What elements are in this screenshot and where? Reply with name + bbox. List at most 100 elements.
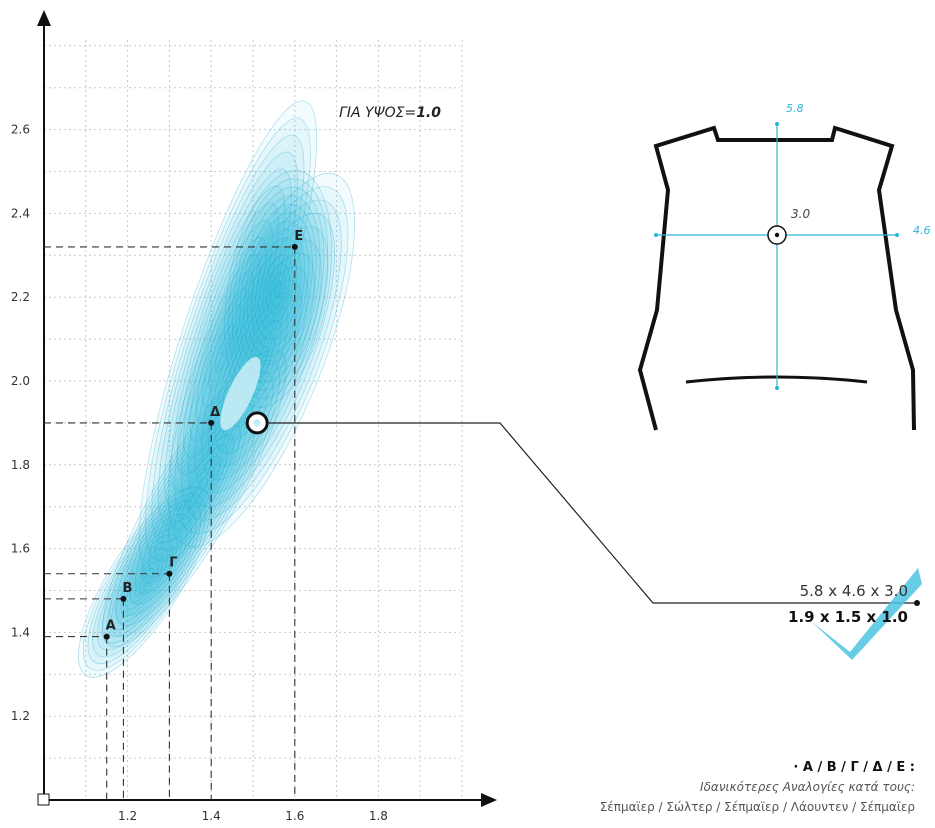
torso-axis-endpoint — [895, 233, 899, 237]
x-tick-label: 1.8 — [369, 809, 388, 823]
callout-raw-dimensions: 5.8 x 4.6 x 3.0 — [800, 582, 908, 600]
density-contour — [154, 434, 235, 563]
density-contour — [247, 220, 309, 357]
data-point — [291, 243, 298, 250]
density-contour — [174, 466, 215, 531]
grid-lines — [44, 40, 463, 800]
y-axis-arrow-icon — [37, 10, 51, 26]
callout-end-dot — [914, 600, 920, 606]
density-core — [220, 356, 261, 431]
density-contour — [125, 554, 164, 610]
density-contour — [108, 360, 281, 637]
density-contour — [231, 186, 325, 391]
highlight-marker — [245, 411, 269, 435]
density-contour — [106, 527, 183, 637]
density-contour — [157, 151, 299, 527]
x-tick-label: 1.4 — [202, 809, 221, 823]
density-contour — [164, 168, 292, 510]
density-contour — [82, 493, 206, 671]
density-contour — [151, 134, 305, 544]
density-contour — [228, 178, 329, 400]
density-contour — [167, 455, 222, 542]
y-tick-label: 2.2 — [11, 290, 30, 304]
point-guides — [44, 246, 296, 800]
highlight-dot — [253, 419, 261, 427]
density-contour — [170, 185, 286, 493]
density-contour — [221, 321, 235, 357]
density-contour — [134, 568, 155, 597]
tick-labels: 1.2 1.4 1.6 1.8 1.2 1.4 1.6 1.8 2.0 2.2 2.4 2.6 — [11, 123, 388, 823]
torso-axis-endpoint — [775, 386, 779, 390]
density-contour — [181, 199, 342, 521]
density-contour — [224, 169, 332, 408]
density-contour — [129, 561, 159, 603]
callout-ratio: 1.9 x 1.5 x 1.0 — [788, 608, 908, 626]
torso-axis-endpoint — [775, 122, 779, 126]
y-tick-label: 2.4 — [11, 206, 30, 220]
density-contour — [235, 195, 321, 383]
density-contour — [87, 500, 202, 665]
density-contour — [250, 229, 306, 349]
y-tick-label: 1.8 — [11, 458, 30, 472]
torso-center-dot — [774, 232, 780, 238]
data-point-label: Δ — [210, 405, 220, 420]
x-axis-arrow-icon — [481, 793, 497, 807]
density-contour — [273, 280, 283, 298]
y-tick-label: 2.6 — [11, 123, 30, 137]
density-contour — [174, 186, 349, 534]
torso-outline — [637, 125, 916, 431]
height-note: ΓΙΑ ΥΨΟΣ=1.0 — [339, 105, 441, 121]
density-contour — [78, 486, 211, 678]
x-tick-label: 1.2 — [118, 809, 137, 823]
legend: · Α / Β / Γ / Δ / Ε : Ιδανικότερες Αναλο… — [600, 760, 915, 814]
density-contour — [254, 237, 302, 340]
density-contour — [208, 287, 248, 391]
density-contour — [187, 212, 336, 508]
data-point-label: Β — [122, 581, 132, 596]
check-mark-icon — [812, 568, 922, 660]
legend-authors: Σέπμαϊερ / Σώλτερ / Σέπμαϊερ / Λάουντεν … — [600, 800, 915, 814]
density-contour — [181, 476, 208, 520]
x-tick-label: 1.6 — [285, 809, 304, 823]
data-points: Α Β Γ Δ Ε — [103, 229, 303, 640]
density-contour — [195, 253, 260, 425]
density-contour — [202, 270, 254, 408]
density-contour — [92, 506, 197, 658]
density-contour — [135, 402, 254, 595]
data-point — [120, 595, 127, 602]
density-contour — [266, 263, 290, 315]
density-contour — [122, 381, 267, 616]
density-contour — [187, 487, 202, 510]
density-contour — [183, 219, 273, 459]
callout-leader-line — [268, 422, 917, 604]
origin-square — [37, 793, 50, 806]
density-contour — [141, 413, 248, 584]
density-contour — [148, 423, 241, 573]
density-contour — [139, 574, 150, 590]
data-point — [166, 570, 173, 577]
density-contour — [189, 236, 267, 442]
density-contour — [167, 172, 356, 548]
density-contour — [102, 349, 287, 648]
density-contour — [128, 391, 261, 605]
torso-depth-label: 3.0 — [791, 207, 810, 221]
data-point — [103, 633, 110, 640]
y-tick-label: 1.2 — [11, 709, 30, 723]
density-cloud — [78, 100, 356, 678]
data-point-label: Α — [106, 619, 116, 634]
legend-title: · Α / Β / Γ / Δ / Ε : — [793, 760, 915, 775]
torso-diagram: 5.8 4.6 3.0 — [637, 102, 931, 431]
density-contour — [111, 534, 178, 631]
density-contour — [145, 117, 311, 561]
density-contour — [115, 370, 274, 627]
y-tick-label: 2.0 — [11, 374, 30, 388]
data-point-label: Γ — [169, 556, 177, 571]
y-tick-label: 1.4 — [11, 625, 30, 639]
density-contour — [138, 100, 318, 578]
axes — [37, 10, 497, 807]
legend-subtitle: Ιδανικότερες Αναλογίες κατά τους: — [700, 780, 915, 794]
torso-height-label: 5.8 — [786, 102, 804, 115]
y-tick-label: 1.6 — [11, 542, 30, 556]
density-contour — [176, 202, 280, 476]
